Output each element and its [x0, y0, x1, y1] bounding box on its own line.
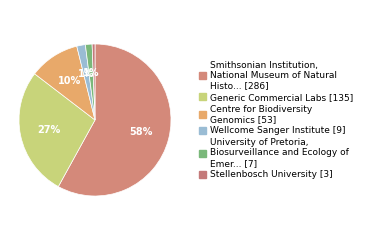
Wedge shape — [35, 46, 95, 120]
Text: 58%: 58% — [129, 127, 152, 137]
Text: 10%: 10% — [57, 76, 81, 86]
Wedge shape — [86, 44, 95, 120]
Legend: Smithsonian Institution,
National Museum of Natural
Histo... [286], Generic Comm: Smithsonian Institution, National Museum… — [198, 60, 354, 180]
Text: 27%: 27% — [37, 125, 60, 135]
Wedge shape — [59, 44, 171, 196]
Wedge shape — [19, 74, 95, 186]
Text: 1%: 1% — [83, 68, 99, 78]
Wedge shape — [92, 44, 95, 120]
Wedge shape — [77, 45, 95, 120]
Text: 1%: 1% — [78, 69, 95, 79]
